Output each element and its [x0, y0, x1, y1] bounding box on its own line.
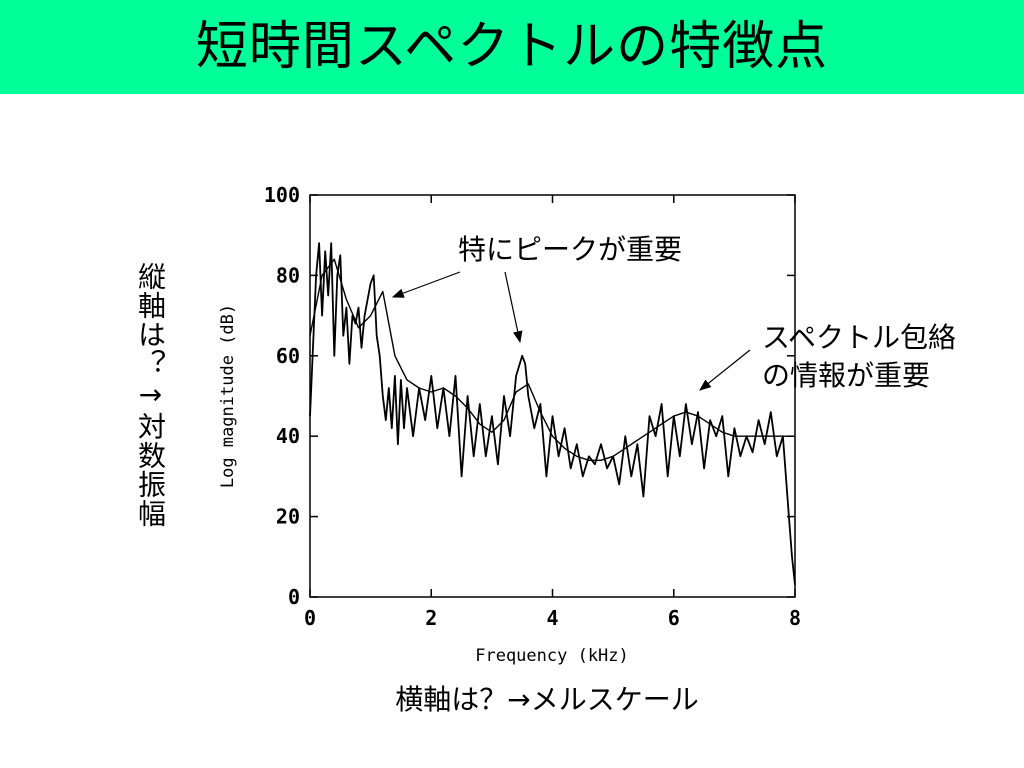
arrow-envelope	[699, 349, 751, 391]
x-tick-label: 2	[425, 606, 437, 630]
annotation-envelope-line2: の情報が重要	[762, 359, 931, 392]
title-bar	[0, 0, 1024, 94]
y-tick-label: 60	[276, 344, 300, 368]
y-tick-label: 100	[264, 183, 300, 207]
y-tick-label: 20	[276, 505, 300, 529]
x-axis-label: Frequency (kHz)	[475, 646, 629, 666]
annotation-peaks: 特にピークが重要	[458, 233, 683, 266]
y-tick-label: 80	[276, 263, 300, 287]
vertical-axis-question: 縦軸は？→対数振幅	[134, 262, 167, 528]
horizontal-axis-question: 横軸は？→メルスケール	[395, 683, 699, 716]
arrow-peak-1	[391, 271, 461, 298]
x-tick-label: 6	[668, 606, 680, 630]
annotation-envelope-line1: スペクトル包絡	[762, 321, 957, 354]
slide-title: 短時間スペクトルの特徴点	[195, 17, 829, 77]
y-tick-label: 40	[276, 424, 300, 448]
y-tick-label: 0	[288, 585, 300, 609]
envelope-line	[309, 258, 795, 461]
x-tick-label: 8	[789, 606, 801, 630]
x-tick-label: 0	[304, 606, 316, 630]
arrow-peak-2	[504, 271, 523, 344]
spectrum-line	[309, 242, 796, 585]
y-axis-label: Log magnitude (dB)	[218, 304, 238, 488]
x-tick-label: 4	[546, 606, 558, 630]
